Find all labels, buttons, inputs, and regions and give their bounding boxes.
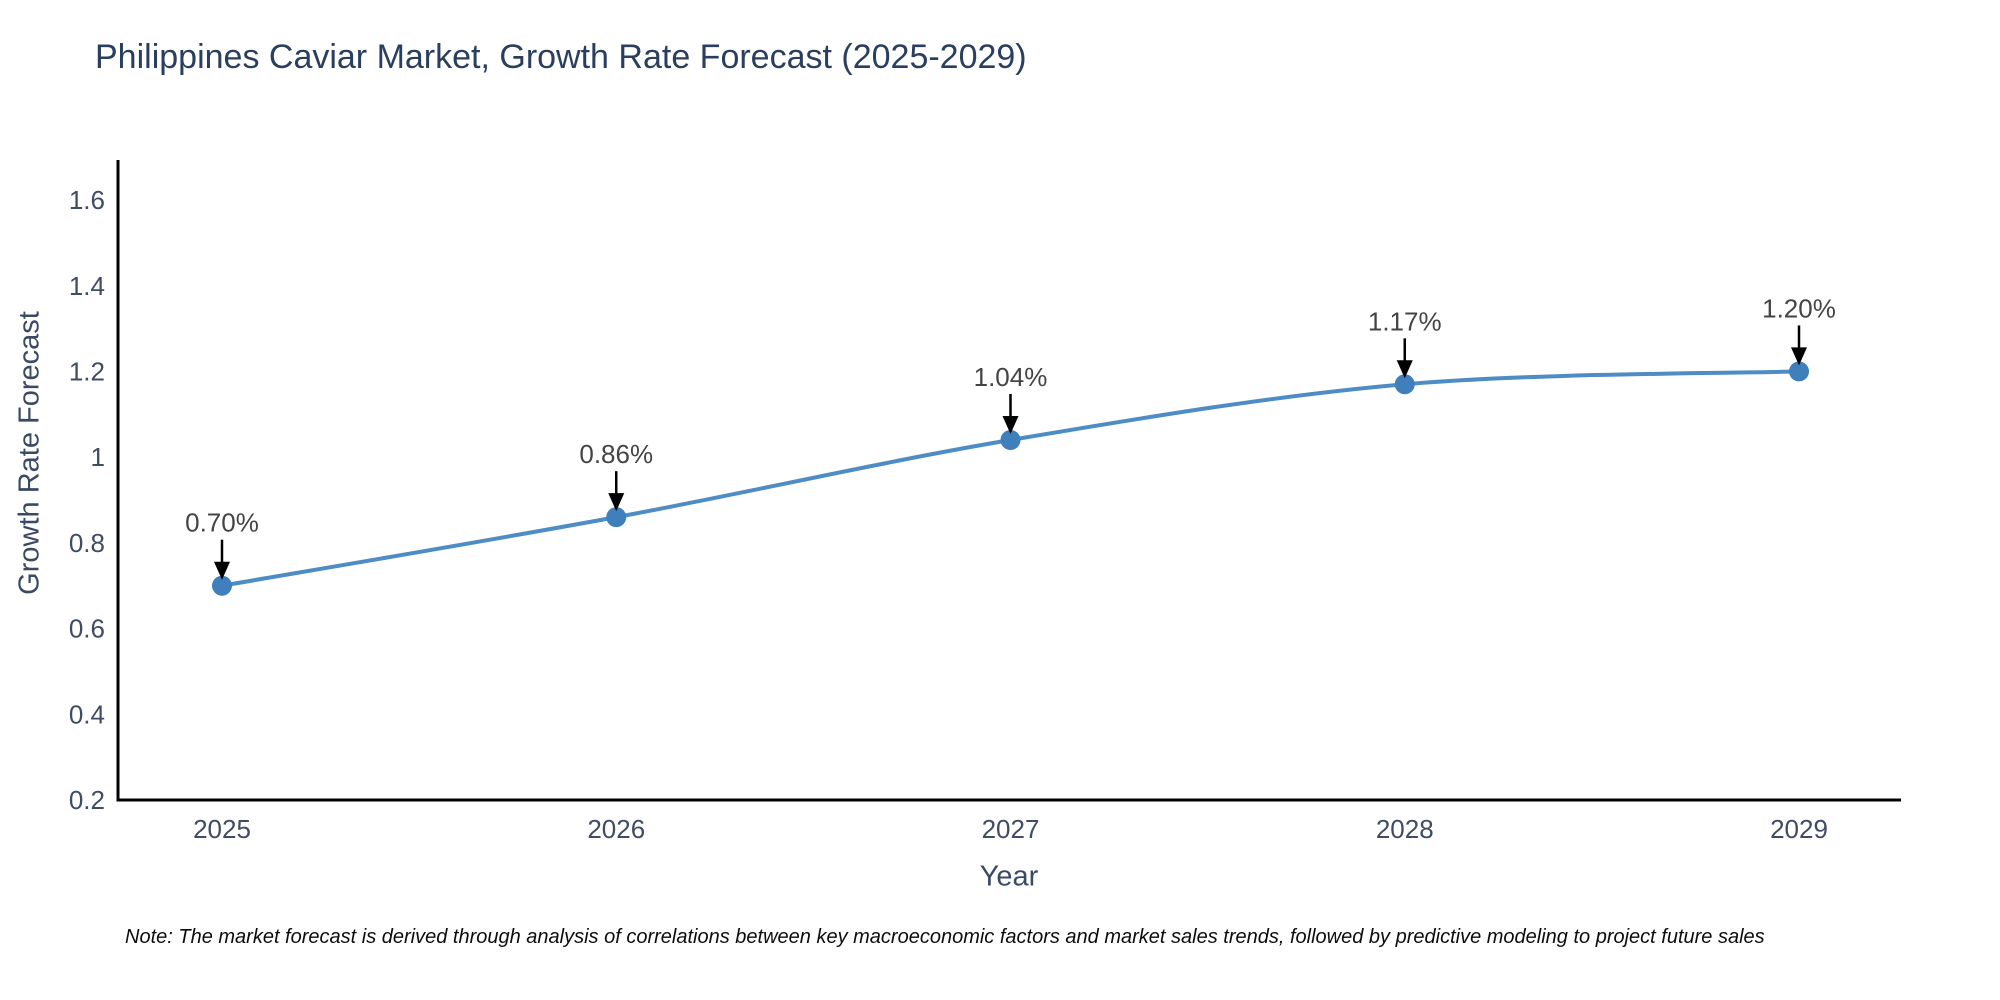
data-point-label: 0.70% [185, 508, 259, 538]
y-tick-label: 1.4 [69, 271, 105, 301]
data-point-label: 1.17% [1368, 306, 1442, 336]
annotation-arrow-head [1002, 416, 1019, 434]
y-tick-label: 1 [91, 442, 105, 472]
chart-title: Philippines Caviar Market, Growth Rate F… [95, 38, 1027, 76]
y-tick-label: 0.8 [69, 528, 105, 558]
data-point-label: 0.86% [579, 439, 653, 469]
y-tick-label: 1.6 [69, 185, 105, 215]
data-point-label: 1.20% [1762, 293, 1836, 323]
y-tick-label: 0.6 [69, 614, 105, 644]
x-tick-label: 2029 [1770, 814, 1828, 844]
x-tick-label: 2027 [982, 814, 1040, 844]
annotation-arrow-head [1791, 347, 1807, 366]
annotation-arrow-head [608, 493, 625, 512]
annotation-arrow-head [214, 561, 230, 580]
data-point-marker [606, 507, 627, 528]
x-tick-label: 2025 [193, 814, 251, 844]
y-tick-label: 0.2 [69, 785, 105, 815]
y-tick-label: 1.2 [69, 357, 105, 387]
data-point-marker [1000, 430, 1021, 450]
x-axis-title: Year [979, 860, 1039, 893]
data-point-label: 1.04% [974, 362, 1048, 392]
y-axis-title: Growth Rate Forecast [13, 311, 46, 595]
x-tick-label: 2028 [1376, 814, 1434, 844]
data-point-marker [1789, 361, 1809, 382]
data-point-marker [212, 575, 232, 596]
annotation-arrow-head [1396, 360, 1413, 379]
x-tick-label: 2026 [587, 814, 645, 844]
footnote: Note: The market forecast is derived thr… [125, 926, 1765, 948]
y-tick-label: 0.4 [69, 699, 105, 729]
data-point-marker [1394, 374, 1415, 395]
